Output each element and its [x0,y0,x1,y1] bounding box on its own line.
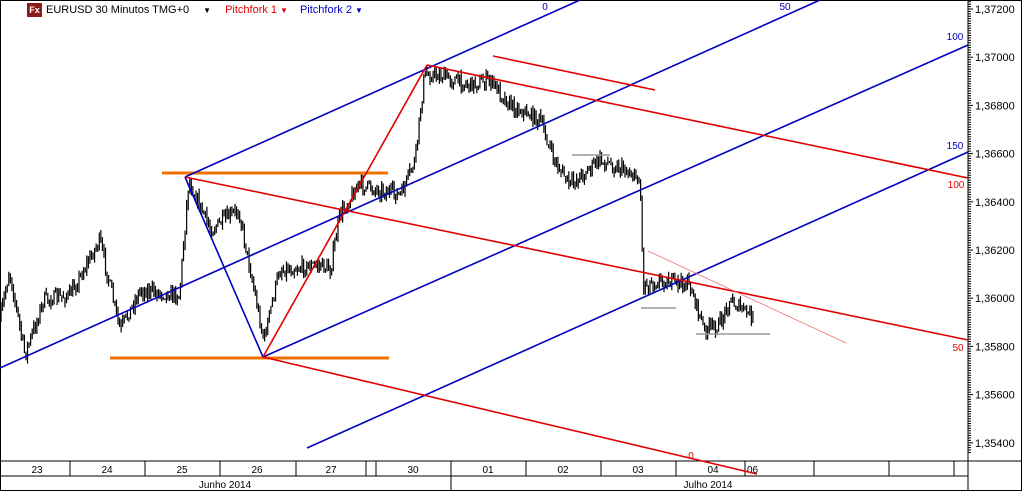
dropdown-icon[interactable]: ▼ [280,6,288,15]
month-label: Julho 2014 [684,480,733,491]
indicator-pitchfork-1[interactable]: Pitchfork 1 ▼ [225,4,288,16]
symbol-title[interactable]: EURUSD 30 Minutos TMG+0 [46,4,190,16]
pitchfork-2-line-100 [262,44,969,358]
pitchfork-1-line-50 [184,176,969,341]
day-label: 23 [31,465,43,476]
pitchfork-2-label: 100 [947,32,964,43]
pitchfork-1-line-100 [426,64,969,179]
price-bars [0,65,754,364]
day-label: 27 [325,465,337,476]
day-label: 06 [747,465,759,476]
pitchfork-2-label: 0 [542,2,548,13]
pitchfork-2-label: 150 [947,141,964,152]
indicator-label: Pitchfork 1 [225,4,278,16]
pitchfork-1-label: 50 [952,343,964,354]
dropdown-icon[interactable]: ▼ [354,6,363,15]
day-label: 25 [176,465,188,476]
thin-red-trendline [647,250,847,344]
chart-header: Fx EURUSD 30 Minutos TMG+0 ▼ Pitchfork 1… [27,3,363,17]
pitchfork-2-line-150 [306,151,969,449]
red-trendline [492,55,656,91]
price-tick-label: 1,35400 [975,438,1015,450]
day-label: 30 [407,465,419,476]
month-label: Junho 2014 [199,480,252,491]
price-tick-label: 1,36200 [975,245,1015,257]
price-tick-label: 1,36800 [975,100,1015,112]
price-tick-label: 1,35800 [975,341,1015,353]
day-label: 04 [707,465,719,476]
day-label: 26 [251,465,263,476]
fx-logo: Fx [27,3,42,17]
pitchfork-1-label: 100 [948,180,965,191]
pitchfork-2-line-0 [184,0,581,178]
price-tick-label: 1,36000 [975,293,1015,305]
price-tick-label: 1,36600 [975,149,1015,161]
pitchfork-2-label: 50 [779,2,791,13]
day-label: 03 [632,465,644,476]
day-label: 01 [482,465,494,476]
day-label: 02 [557,465,569,476]
symbol-dropdown-icon[interactable]: ▼ [203,5,212,15]
day-label: 24 [101,465,113,476]
price-tick-label: 1,35600 [975,390,1015,402]
indicator-label: Pitchfork 2 [299,4,352,16]
price-tick-label: 1,37200 [975,4,1015,16]
pitchfork-1-line-0 [262,356,758,475]
price-tick-label: 1,36400 [975,197,1015,209]
pitchfork-2-line-50 [0,0,821,369]
indicator-pitchfork-2[interactable]: Pitchfork 2 ▼ [300,4,363,16]
pitchfork-1-label: 0 [688,451,694,462]
price-tick-label: 1,37000 [975,52,1015,64]
